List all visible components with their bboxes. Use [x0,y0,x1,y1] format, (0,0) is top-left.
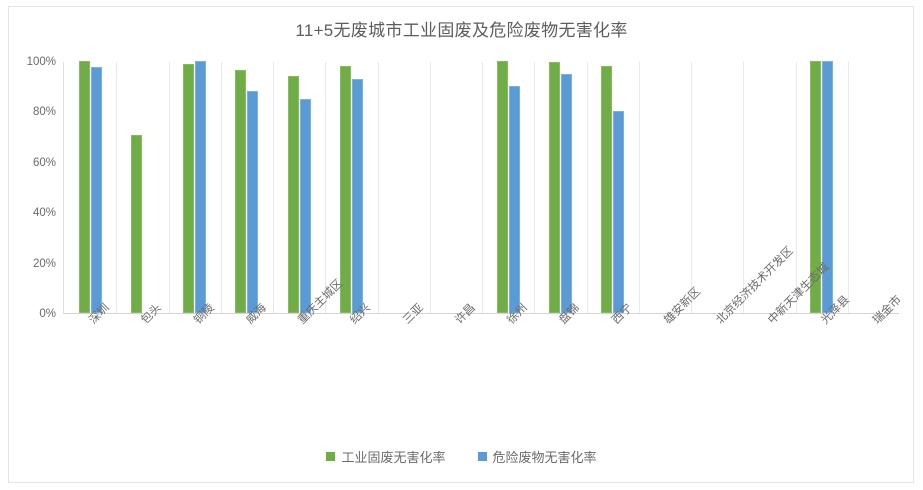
bar-industrial-solid-waste [810,61,822,313]
bar-group [64,61,116,313]
bar-hazardous-waste [195,61,207,313]
bar-group [639,62,691,313]
bar-group [691,62,743,313]
y-axis-tick: 80% [32,106,56,119]
bar-industrial-solid-waste [496,61,508,313]
bar-group [587,62,639,313]
bar-hazardous-waste [299,98,311,313]
legend-label: 危险废物无害化率 [492,450,597,465]
category-group [273,62,325,313]
y-axis-tick: 20% [32,257,56,270]
x-axis: 深圳 包头 铜陵 威海 重庆主城区 绍兴 三亚 许昌 徐州 盘锦 西宁 雄安新区 北京经济技术开发区 中新… [63,245,904,436]
category-group [325,62,377,313]
bar-group [325,62,377,313]
category-group [430,62,482,313]
category-group [116,62,168,313]
category-group [639,62,691,313]
legend-swatch-icon [326,452,336,461]
bar-industrial-solid-waste [601,66,613,313]
bar-industrial-solid-waste [78,61,90,313]
chart-legend: 工业固废无害化率 危险废物无害化率 [0,447,923,466]
bar-hazardous-waste [90,67,102,313]
y-axis-tick: 60% [32,156,56,169]
bar-hazardous-waste [560,73,572,313]
bar-group [116,62,168,313]
category-group [587,62,639,313]
category-group [482,61,534,313]
y-axis: 0% 20% 40% 60% 80% 100% [8,56,56,320]
bar-group [273,62,325,313]
y-axis-tick: 40% [32,207,56,220]
bar-hazardous-waste [351,78,363,313]
bar-group [796,61,848,313]
legend-swatch-icon [477,452,487,461]
legend-item[interactable]: 工业固废无害化率 [326,447,446,466]
legend-label: 工业固废无害化率 [341,450,446,465]
category-group [64,61,116,313]
bar-industrial-solid-waste [130,135,142,313]
bar-group [534,62,586,313]
category-group [378,62,430,313]
bar-hazardous-waste [822,61,834,313]
bar-hazardous-waste [508,86,520,313]
bar-industrial-solid-waste [183,63,195,313]
category-group [534,62,586,313]
category-group [221,62,273,313]
bar-industrial-solid-waste [287,76,299,313]
chart-title: 11+5无废城市工业固废及危险废物无害化率 [295,21,628,40]
bar-industrial-solid-waste [235,69,247,313]
category-group [169,61,221,313]
category-group [796,61,848,313]
bar-industrial-solid-waste [548,62,560,313]
category-group [848,62,900,313]
bar-hazardous-waste [247,91,259,313]
bar-hazardous-waste [613,111,625,313]
bar-group [169,61,221,313]
bar-group [221,62,273,313]
category-group [691,62,743,313]
legend-item[interactable]: 危险废物无害化率 [477,447,597,466]
bar-group [848,62,900,313]
bar-group [430,62,482,313]
bar-group [378,62,430,313]
chart-frame [8,6,914,483]
y-axis-tick: 100% [26,56,56,68]
bar-group [482,61,534,313]
y-axis-tick: 0% [39,308,56,320]
bar-industrial-solid-waste [339,66,351,313]
